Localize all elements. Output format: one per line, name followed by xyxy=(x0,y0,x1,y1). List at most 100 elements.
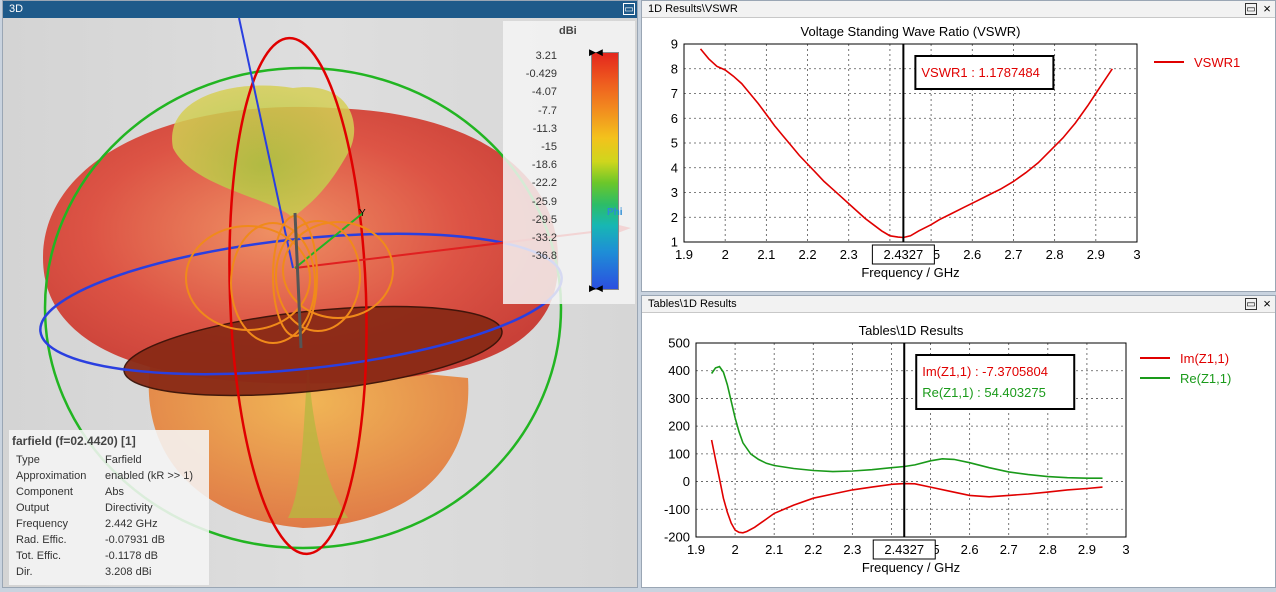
x-tick-label: 2.8 xyxy=(1046,247,1064,262)
info-key: Tot. Effic. xyxy=(16,550,62,562)
info-row: Component Abs xyxy=(9,484,209,500)
pane-title-bar: 3D ▭ xyxy=(3,1,637,18)
x-tick-label: 2.6 xyxy=(963,247,981,262)
info-row: Tot. Effic. -0.1178 dB xyxy=(9,548,209,564)
plot-frame xyxy=(683,43,1138,243)
x-tick-label: 2.1 xyxy=(765,542,783,557)
info-row: Frequency 2.442 GHz xyxy=(9,516,209,532)
y-tick-label: 1 xyxy=(671,235,678,250)
farfield-pattern-graphic: Y xyxy=(39,18,631,556)
x-tick-label: 2 xyxy=(731,542,738,557)
legend-tick: -18.6 xyxy=(531,159,557,172)
x-tick-label: 2.7 xyxy=(1000,542,1018,557)
legend-label: Im(Z1,1) xyxy=(1180,351,1229,366)
x-tick-label: 2.7 xyxy=(1004,247,1022,262)
farfield-info-title: farfield (f=02.4420) [1] xyxy=(12,434,136,448)
legend-label: VSWR1 xyxy=(1194,55,1240,70)
y-tick-label: 8 xyxy=(671,61,678,76)
y-tick-label: 6 xyxy=(671,111,678,126)
x-tick-label: 2.6 xyxy=(961,542,979,557)
legend-tick: -29.5 xyxy=(531,213,557,226)
info-value: 2.442 GHz xyxy=(105,518,158,530)
y-axis-label: Y xyxy=(359,208,366,219)
pane-title-bar: 1D Results\VSWR ▭ × xyxy=(642,1,1275,18)
info-row: Type Farfield xyxy=(9,452,209,468)
x-tick-label: 2.3 xyxy=(840,247,858,262)
pane-title: 3D xyxy=(9,3,24,15)
legend-tick: -25.9 xyxy=(531,195,557,208)
info-value: Directivity xyxy=(105,502,153,514)
legend-unit: dBi xyxy=(559,25,577,37)
legend-tick: -22.2 xyxy=(531,177,557,190)
x-tick-label: 2.2 xyxy=(799,247,817,262)
marker-label: 2.4327 xyxy=(883,247,923,262)
marker-label: 2.4327 xyxy=(884,542,924,557)
3d-viewport[interactable]: Y dBi 3.21 -0.429 -4.07 -7.7 -11.3 -15 -18.6 -2… xyxy=(3,18,637,587)
legend-tick: 3.21 xyxy=(535,50,557,62)
chart-title: Tables\1D Results xyxy=(859,323,964,338)
legend-tick: -33.2 xyxy=(531,231,557,244)
vswr-chart[interactable]: Voltage Standing Wave Ratio (VSWR) 1.9 2 2.… xyxy=(642,18,1275,291)
y-tick-label: 7 xyxy=(671,86,678,101)
y-tick-label: 2 xyxy=(671,210,678,225)
impedance-chart[interactable]: Tables\1D Results1.922.12.22.32.42.52.62… xyxy=(642,313,1275,587)
y-tick-label: 400 xyxy=(668,363,690,378)
x-tick-label: 1.9 xyxy=(675,247,693,262)
info-value: Farfield xyxy=(105,454,142,466)
restore-icon[interactable]: ▭ xyxy=(623,3,635,15)
legend-label: Re(Z1,1) xyxy=(1180,371,1231,386)
legend-tick: -11.3 xyxy=(532,122,557,135)
y-tick-label: 200 xyxy=(668,419,690,434)
x-axis-label: Frequency / GHz xyxy=(862,560,960,575)
y-tick-label: -200 xyxy=(664,530,690,545)
marker-readout: Re(Z1,1) : 54.403275 xyxy=(922,385,1046,400)
series-line-Re(Z1,1) xyxy=(710,365,1103,479)
x-tick-label: 3 xyxy=(1122,542,1129,557)
legend-tick: -15 xyxy=(541,140,557,153)
marker-readout: VSWR1 : 1.1787484 xyxy=(921,65,1040,80)
x-tick-label: 2.3 xyxy=(843,542,861,557)
legend-color-bar xyxy=(591,52,619,290)
legend-tick: -4.07 xyxy=(531,86,557,99)
info-key: Dir. xyxy=(16,566,33,578)
x-tick-label: 3 xyxy=(1133,247,1140,262)
y-tick-label: 0 xyxy=(683,474,690,489)
vswr-pane: 1D Results\VSWR ▭ × Voltage Standing Wav… xyxy=(641,0,1276,292)
restore-icon[interactable]: ▭ xyxy=(1245,298,1257,310)
x-axis-label: Frequency / GHz xyxy=(861,265,959,280)
y-tick-label: 500 xyxy=(668,336,690,351)
legend-pointer-top-icon: ▶◀ xyxy=(589,47,603,57)
info-value: enabled (kR >> 1) xyxy=(105,470,194,482)
info-key: Component xyxy=(16,486,73,498)
series-line-VSWR1 xyxy=(699,48,1113,239)
x-tick-label: 2 xyxy=(722,247,729,262)
x-tick-label: 2.1 xyxy=(757,247,775,262)
close-icon[interactable]: × xyxy=(1263,1,1271,16)
chart-title: Voltage Standing Wave Ratio (VSWR) xyxy=(801,24,1021,39)
top-lobe xyxy=(172,85,355,218)
farfield-info-panel: farfield (f=02.4420) [1] Type Farfield App… xyxy=(9,430,209,585)
info-value: -0.1178 dB xyxy=(105,550,159,562)
info-row: Rad. Effic. -0.07931 dB xyxy=(9,532,209,548)
marker-label-box xyxy=(872,539,936,560)
pane-title-bar: Tables\1D Results ▭ × xyxy=(642,296,1275,313)
x-tick-label: 2.2 xyxy=(804,542,822,557)
info-key: Frequency xyxy=(16,518,68,530)
restore-icon[interactable]: ▭ xyxy=(1245,3,1257,15)
farfield-3d-pane: 3D ▭ xyxy=(2,0,638,588)
phi-axis-label: Phi xyxy=(607,207,623,218)
y-tick-label: -100 xyxy=(664,502,690,517)
info-value: Abs xyxy=(105,486,124,498)
x-tick-label: 1.9 xyxy=(687,542,705,557)
info-key: Approximation xyxy=(16,470,87,482)
close-icon[interactable]: × xyxy=(1263,296,1271,311)
series-line-Im(Z1,1) xyxy=(710,439,1103,534)
x-tick-label: 2.9 xyxy=(1087,247,1105,262)
x-tick-label: 2.8 xyxy=(1039,542,1057,557)
info-row: Output Directivity xyxy=(9,500,209,516)
marker-label-box xyxy=(871,244,935,265)
info-key: Type xyxy=(16,454,40,466)
info-value: -0.07931 dB xyxy=(105,534,165,546)
legend-tick: -7.7 xyxy=(538,104,557,117)
x-tick-label: 2.9 xyxy=(1078,542,1096,557)
